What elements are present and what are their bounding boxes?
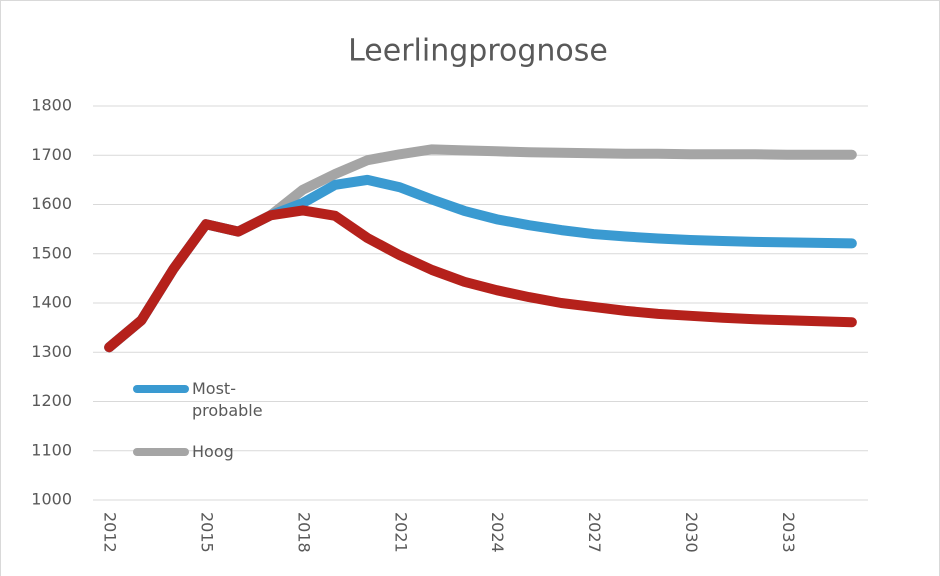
legend-label: Most-probable [192, 379, 263, 420]
y-tick-label: 1700 [31, 145, 72, 164]
y-tick-label: 1100 [31, 440, 72, 459]
y-tick-label: 1300 [31, 342, 72, 361]
y-tick-label: 1200 [31, 391, 72, 410]
x-tick-label: 2024 [488, 512, 507, 553]
chart-title: Leerlingprognose [348, 34, 608, 69]
x-tick-label: 2012 [101, 512, 120, 553]
legend-label: Hoog [192, 442, 234, 461]
x-tick-label: 2027 [585, 512, 604, 553]
y-tick-label: 1800 [31, 96, 72, 115]
series-line [104, 205, 857, 353]
x-tick-label: 2030 [682, 512, 701, 553]
y-tick-label: 1600 [31, 194, 72, 213]
y-tick-label: 1000 [31, 490, 72, 509]
x-tick-label: 2033 [779, 512, 798, 553]
y-tick-label: 1400 [31, 293, 72, 312]
x-tick-label: 2021 [391, 512, 410, 553]
x-tick-label: 2018 [294, 512, 313, 553]
x-tick-label: 2015 [198, 512, 217, 553]
y-tick-label: 1500 [31, 243, 72, 262]
